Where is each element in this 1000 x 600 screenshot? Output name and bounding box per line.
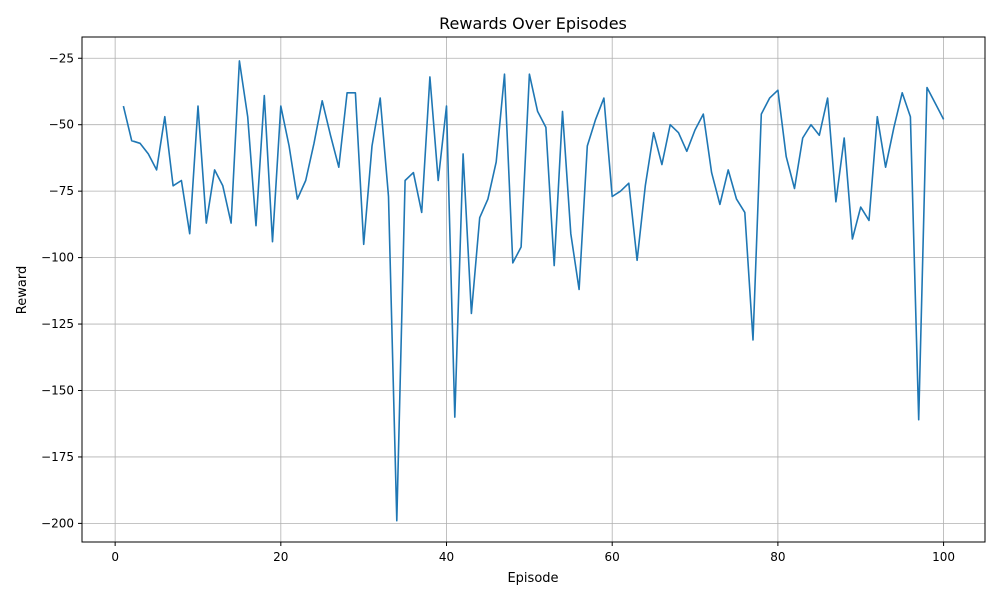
x-tick-label: 0 <box>111 550 119 564</box>
y-tick-label: −100 <box>41 251 74 265</box>
y-axis-ticks: −200 −175 −150 −125 −100 −75 −50 −25 <box>41 51 82 530</box>
x-axis-ticks: 0 20 40 60 80 100 <box>111 542 955 564</box>
y-axis-label: Reward <box>15 266 30 314</box>
y-tick-label: −150 <box>41 384 74 398</box>
x-tick-label: 100 <box>932 550 955 564</box>
chart-title: Rewards Over Episodes <box>439 14 627 33</box>
grid-lines <box>82 37 985 542</box>
plot-frame <box>81 36 986 543</box>
y-tick-label: −175 <box>41 450 74 464</box>
x-tick-label: 80 <box>770 550 785 564</box>
x-tick-label: 40 <box>439 550 454 564</box>
y-tick-label: −50 <box>49 118 74 132</box>
series-layer <box>122 60 945 522</box>
y-tick-label: −200 <box>41 516 74 530</box>
x-tick-label: 20 <box>273 550 288 564</box>
y-tick-label: −75 <box>49 184 74 198</box>
y-tick-label: −25 <box>49 51 74 65</box>
x-axis-label: Episode <box>507 571 558 586</box>
y-tick-label: −125 <box>41 317 74 331</box>
reward-series-line <box>122 60 945 522</box>
x-tick-label: 60 <box>605 550 620 564</box>
